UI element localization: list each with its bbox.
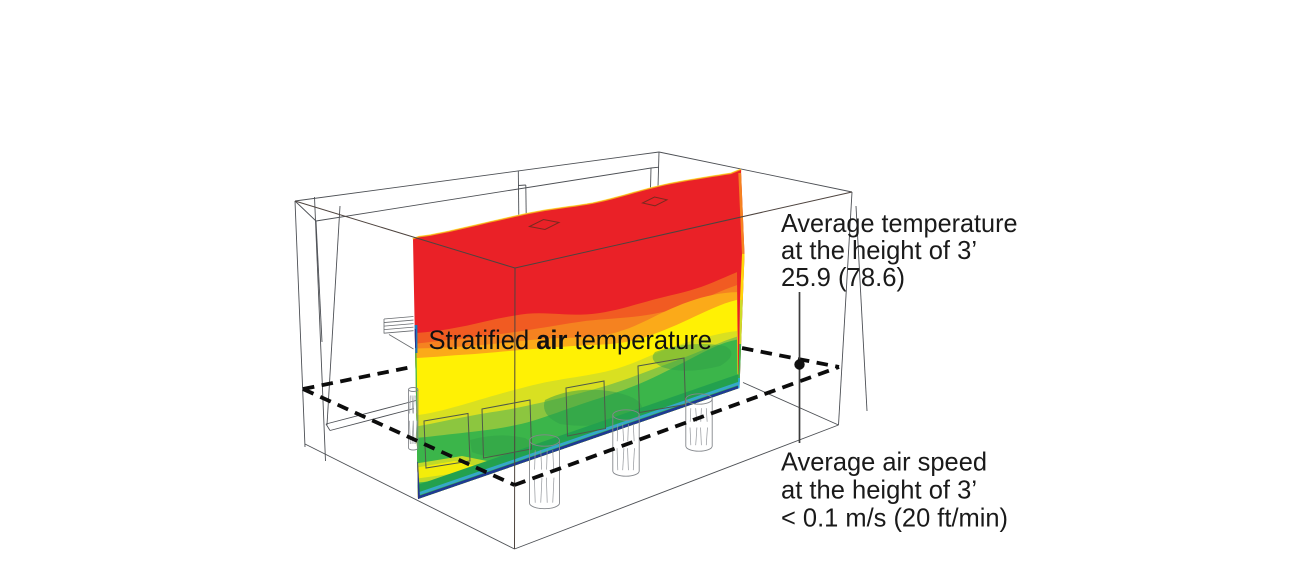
- svg-text:at the height of 3’: at the height of 3’: [781, 235, 977, 265]
- svg-text:Average temperature: Average temperature: [781, 208, 1018, 238]
- svg-text:< 0.1 m/s (20 ft/min): < 0.1 m/s (20 ft/min): [781, 502, 1008, 532]
- svg-text:at the height of 3’: at the height of 3’: [781, 474, 977, 504]
- svg-text:Average air speed: Average air speed: [781, 446, 987, 476]
- svg-text:25.9 (78.6): 25.9 (78.6): [781, 262, 905, 292]
- svg-text:Stratified air temperature: Stratified air temperature: [429, 325, 713, 355]
